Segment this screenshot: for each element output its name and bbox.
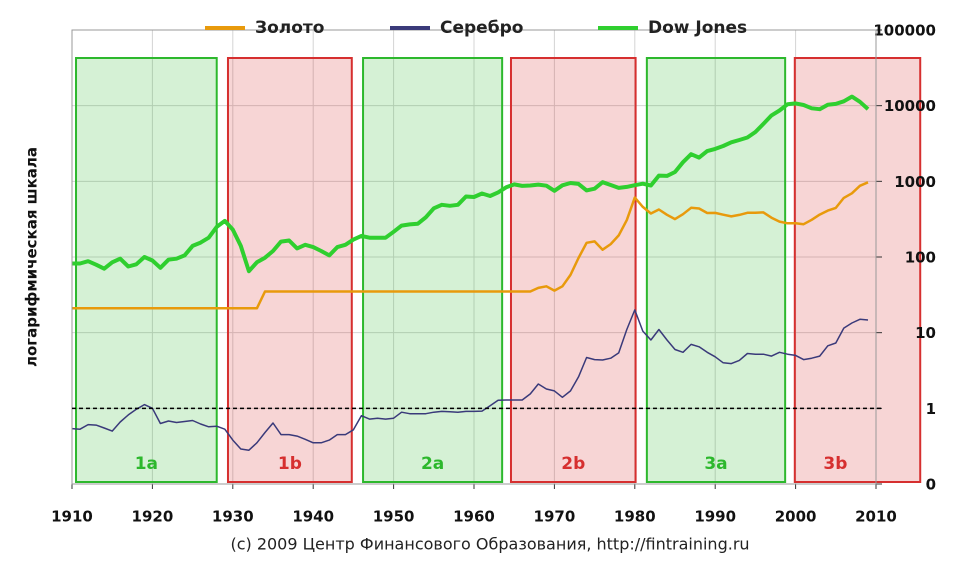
- x-tick-label: 1950: [373, 508, 415, 526]
- period-label: 2b: [561, 454, 585, 474]
- legend-label: Dow Jones: [648, 18, 747, 38]
- period-label: 1b: [278, 454, 302, 474]
- y-tick-label: 0: [926, 476, 936, 494]
- period-label: 3a: [704, 454, 727, 474]
- period-label: 1a: [135, 454, 158, 474]
- x-tick-label: 2000: [775, 508, 817, 526]
- y-tick-label: 10000: [884, 97, 936, 115]
- period-label: 2a: [421, 454, 444, 474]
- x-tick-label: 1990: [694, 508, 736, 526]
- y-tick-label: 100000: [873, 22, 936, 40]
- period-region: [793, 57, 922, 483]
- y-tick-label: 10: [915, 324, 936, 342]
- axes: 0 1 10 100 1000 10000 100000 1910 1920 1930 1940 19…: [51, 22, 936, 526]
- y-tick-label: 1: [926, 400, 936, 418]
- series-line: [72, 94, 870, 274]
- period-label: 3b: [823, 454, 847, 474]
- legend-label: Серебро: [440, 18, 523, 38]
- lines: [71, 94, 870, 451]
- legend-label: Золото: [255, 18, 324, 38]
- x-tick-label: 1960: [453, 508, 495, 526]
- x-tick-label: 1920: [132, 508, 174, 526]
- y-tick-label: 1000: [894, 173, 936, 191]
- x-tick-label: 1980: [614, 508, 656, 526]
- x-tick-label: 1940: [292, 508, 334, 526]
- period-region: [645, 57, 787, 483]
- y-axis-label: логарифмическая шкала: [23, 147, 41, 367]
- series-line: [72, 181, 869, 310]
- x-tick-label: 1910: [51, 508, 93, 526]
- period-region: [75, 57, 218, 483]
- x-tick-label: 1930: [212, 508, 254, 526]
- plot-frame: [71, 29, 877, 485]
- regions: 1a 1b 2a 2b 3a 3b: [75, 57, 922, 483]
- x-tick-label: 2010: [855, 508, 897, 526]
- x-tick-label: 1970: [534, 508, 576, 526]
- y-tick-label: 100: [905, 249, 936, 267]
- series-line: [71, 309, 869, 451]
- footer: (c) 2009 Центр Финансового Образования, …: [230, 535, 749, 554]
